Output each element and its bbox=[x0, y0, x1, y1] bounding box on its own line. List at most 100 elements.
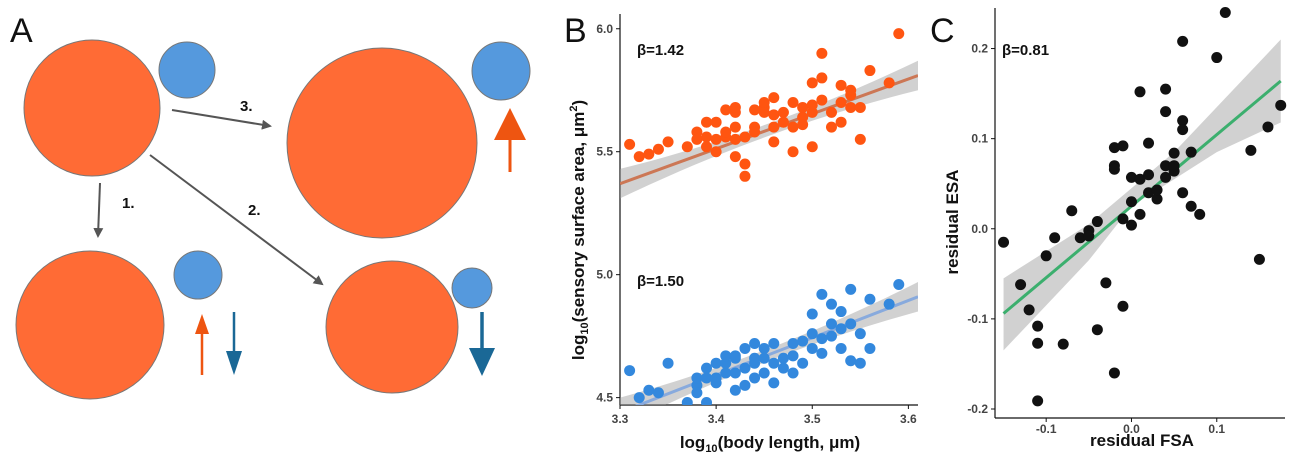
panel-c-confidence-band bbox=[1003, 39, 1281, 351]
step3-arrow bbox=[171, 109, 272, 130]
panel-b-data-point bbox=[806, 77, 818, 89]
panel-b-x-tick-label: 3.4 bbox=[708, 412, 725, 426]
panel-b-data-point bbox=[787, 350, 799, 362]
panel-c-data-point bbox=[1151, 184, 1163, 196]
panel-b-data-point bbox=[720, 104, 732, 116]
panel-b-data-point bbox=[806, 308, 818, 320]
panel-c-data-point bbox=[1168, 160, 1180, 172]
panel-b-x-tick-label: 3.5 bbox=[804, 412, 821, 426]
orange-up-arrow-step1 bbox=[195, 314, 209, 375]
panel-c-data-point bbox=[1151, 193, 1163, 205]
panel-c-data-point bbox=[1160, 171, 1172, 183]
panel-b-data-point bbox=[758, 352, 770, 364]
panel-b-data-point bbox=[739, 170, 751, 182]
panel-c-x-tick-label: 0.1 bbox=[1208, 422, 1225, 436]
panel-b-plot-area: 3.3 3.4 3.5 3.6 4.5 5.0 5.5 6.0 β=1.42 β=1.50 bbox=[596, 14, 918, 426]
panel-b-data-point bbox=[768, 121, 780, 133]
panel-b-data-point bbox=[893, 279, 905, 291]
panel-c-data-point bbox=[1143, 187, 1155, 199]
panel-b-data-point bbox=[768, 377, 780, 389]
panel-b-beta-top: β=1.42 bbox=[637, 42, 684, 59]
panel-b-data-point bbox=[701, 131, 713, 143]
panel-letter-a: A bbox=[10, 12, 33, 50]
small-circle-step1 bbox=[173, 250, 223, 300]
panel-b-data-point bbox=[845, 84, 857, 96]
panel-b-data-point bbox=[749, 352, 761, 364]
panel-b-data-point bbox=[825, 318, 837, 330]
panel-b-data-point bbox=[758, 367, 770, 379]
panel-b-data-point bbox=[749, 338, 761, 350]
panel-b-data-point bbox=[768, 357, 780, 369]
panel-b-data-point bbox=[864, 293, 876, 305]
large-circle-step1 bbox=[15, 250, 165, 400]
panel-b-data-point bbox=[816, 72, 828, 84]
panel-b-data-point bbox=[729, 350, 741, 362]
panel-c-data-point bbox=[1245, 144, 1257, 156]
panel-c-y-tick-label: -0.2 bbox=[967, 402, 988, 416]
panel-c-data-point bbox=[1253, 253, 1265, 265]
panel-b-data-point bbox=[835, 79, 847, 91]
panel-b-data-point bbox=[701, 116, 713, 128]
panel-c-x-tick-label: 0.0 bbox=[1123, 422, 1140, 436]
panel-b-data-point bbox=[729, 121, 741, 133]
panel-c-data-point bbox=[1219, 7, 1231, 19]
panel-b-data-point bbox=[787, 97, 799, 109]
panel-b-data-point bbox=[749, 126, 761, 138]
panel-b-data-point bbox=[797, 335, 809, 347]
panel-c-data-point bbox=[1015, 279, 1027, 291]
panel-b-data-point bbox=[864, 65, 876, 77]
panel-c-data-point bbox=[1143, 169, 1155, 181]
panel-c-data-point bbox=[1185, 200, 1197, 212]
panel-b-data-point bbox=[854, 328, 866, 340]
panel-b-data-point bbox=[701, 397, 713, 405]
step1-arrow bbox=[93, 182, 104, 238]
panel-b-data-point bbox=[893, 28, 905, 40]
panel-c-data-point bbox=[1083, 230, 1095, 242]
panel-b-series-1 bbox=[620, 28, 918, 199]
panel-b-data-point bbox=[691, 372, 703, 384]
panel-b-data-point bbox=[854, 133, 866, 145]
panel-c-x-axis-label: residual FSA bbox=[1090, 431, 1194, 450]
panel-c-data-point bbox=[1177, 35, 1189, 47]
panel-b-data-point bbox=[701, 141, 713, 153]
panel-b-x-tick-label: 3.3 bbox=[612, 412, 629, 426]
panel-b-data-point bbox=[739, 158, 751, 170]
panel-b-data-point bbox=[787, 146, 799, 158]
step-label-2: 2. bbox=[248, 202, 261, 219]
panel-b-data-point bbox=[662, 357, 674, 369]
large-circle-step2 bbox=[325, 260, 459, 394]
panel-b-data-point bbox=[825, 121, 837, 133]
panel-c-data-point bbox=[1185, 146, 1197, 158]
panel-b-data-point bbox=[806, 99, 818, 111]
panel-b-data-point bbox=[768, 92, 780, 104]
panel-c-data-point bbox=[1049, 232, 1061, 244]
panel-b-data-point bbox=[797, 101, 809, 113]
panel-b-data-point bbox=[797, 357, 809, 369]
panel-b-data-point bbox=[729, 367, 741, 379]
panel-c-data-point bbox=[1168, 147, 1180, 159]
panel-b-data-point bbox=[758, 97, 770, 109]
panel-b-data-point bbox=[806, 328, 818, 340]
panel-c-data-point bbox=[1032, 320, 1044, 332]
panel-c-data-point bbox=[1091, 324, 1103, 336]
panel-c-y-axis-label: residual ESA bbox=[943, 170, 962, 275]
panel-b-data-point bbox=[681, 397, 693, 405]
small-circle-start bbox=[158, 41, 216, 99]
panel-b-data-point bbox=[816, 94, 828, 106]
panel-b-y-tick-label: 5.5 bbox=[596, 145, 613, 159]
panel-c-data-point bbox=[1160, 106, 1172, 118]
step-label-3: 3. bbox=[240, 98, 253, 115]
panel-c-data-point bbox=[1100, 277, 1112, 289]
panel-c-data-point bbox=[1032, 395, 1044, 407]
panel-c-data-point bbox=[1160, 160, 1172, 172]
panel-b-data-point bbox=[768, 338, 780, 350]
panel-b-y-tick-label: 4.5 bbox=[596, 391, 613, 405]
panel-b-data-point bbox=[816, 47, 828, 59]
panel-b-data-point bbox=[787, 338, 799, 350]
panel-c-data-point bbox=[1117, 140, 1129, 152]
orange-up-arrow-step3 bbox=[494, 108, 526, 172]
panel-b-y-axis-label: log10(sensory surface area, μm2) bbox=[568, 100, 591, 360]
panel-b-data-point bbox=[691, 387, 703, 399]
step2-arrow bbox=[149, 154, 324, 286]
panel-b-data-point bbox=[710, 133, 722, 145]
